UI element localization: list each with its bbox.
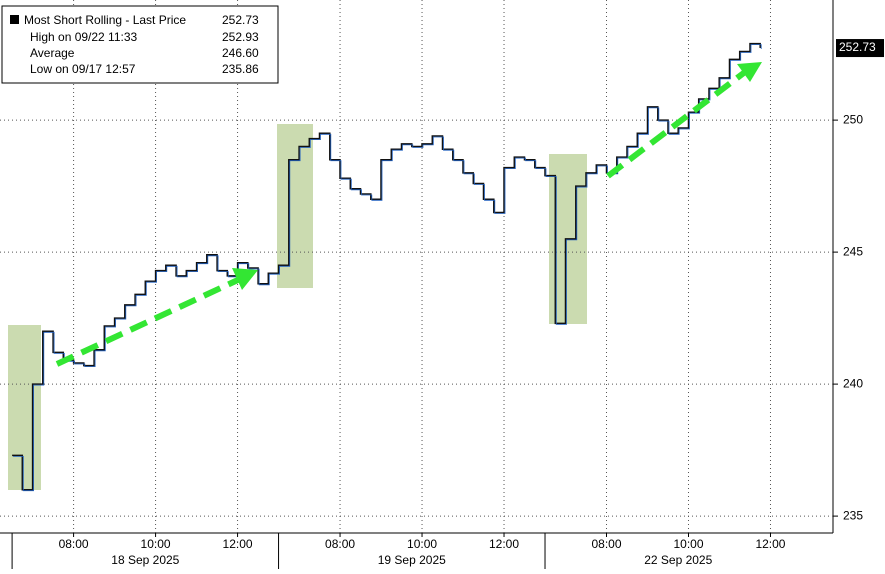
y-tick-label: 245 bbox=[843, 244, 863, 258]
x-tick-label: 10:00 bbox=[407, 537, 437, 551]
legend-label: High on 09/22 11:33 bbox=[30, 30, 138, 44]
arrow-head bbox=[232, 268, 258, 290]
legend-value: 246.60 bbox=[222, 46, 259, 60]
arrow bbox=[606, 69, 747, 179]
highlight bbox=[8, 325, 41, 490]
legend-box bbox=[1, 5, 279, 84]
last-price-label: 252.73 bbox=[839, 40, 876, 54]
legend-title: Most Short Rolling - Last Price bbox=[24, 13, 186, 27]
legend-value: 252.93 bbox=[222, 30, 259, 44]
x-tick-label: 12:00 bbox=[489, 537, 519, 551]
x-tick-label: 08:00 bbox=[325, 537, 355, 551]
highlight bbox=[277, 124, 313, 288]
y-tick-label: 235 bbox=[843, 508, 863, 522]
x-tick-label: 10:00 bbox=[673, 537, 703, 551]
x-tick-label: 12:00 bbox=[223, 537, 253, 551]
legend-swatch bbox=[10, 15, 19, 24]
price-line bbox=[12, 42, 761, 491]
y-tick-label: 250 bbox=[843, 112, 863, 126]
x-tick-label: 08:00 bbox=[591, 537, 621, 551]
price-line-shade bbox=[13, 44, 762, 492]
highlight-boxes bbox=[8, 124, 587, 490]
x-tick-label: 10:00 bbox=[141, 537, 171, 551]
legend: Most Short Rolling - Last Price 252.73 H… bbox=[1, 5, 279, 84]
legend-label: Low on 09/17 12:57 bbox=[30, 62, 136, 76]
legend-value: 252.73 bbox=[222, 13, 259, 27]
y-tick-label: 240 bbox=[843, 376, 863, 390]
date-label: 18 Sep 2025 bbox=[111, 553, 179, 567]
last-price-tag bbox=[836, 39, 884, 58]
x-tick-label: 08:00 bbox=[59, 537, 89, 551]
x-tick-label: 12:00 bbox=[755, 537, 785, 551]
legend-value: 235.86 bbox=[222, 62, 259, 76]
arrow bbox=[55, 276, 242, 367]
date-label: 22 Sep 2025 bbox=[644, 553, 712, 567]
arrow-head bbox=[737, 62, 762, 82]
legend-label: Average bbox=[30, 46, 75, 60]
date-label: 19 Sep 2025 bbox=[378, 553, 446, 567]
trend-arrows bbox=[55, 62, 762, 367]
